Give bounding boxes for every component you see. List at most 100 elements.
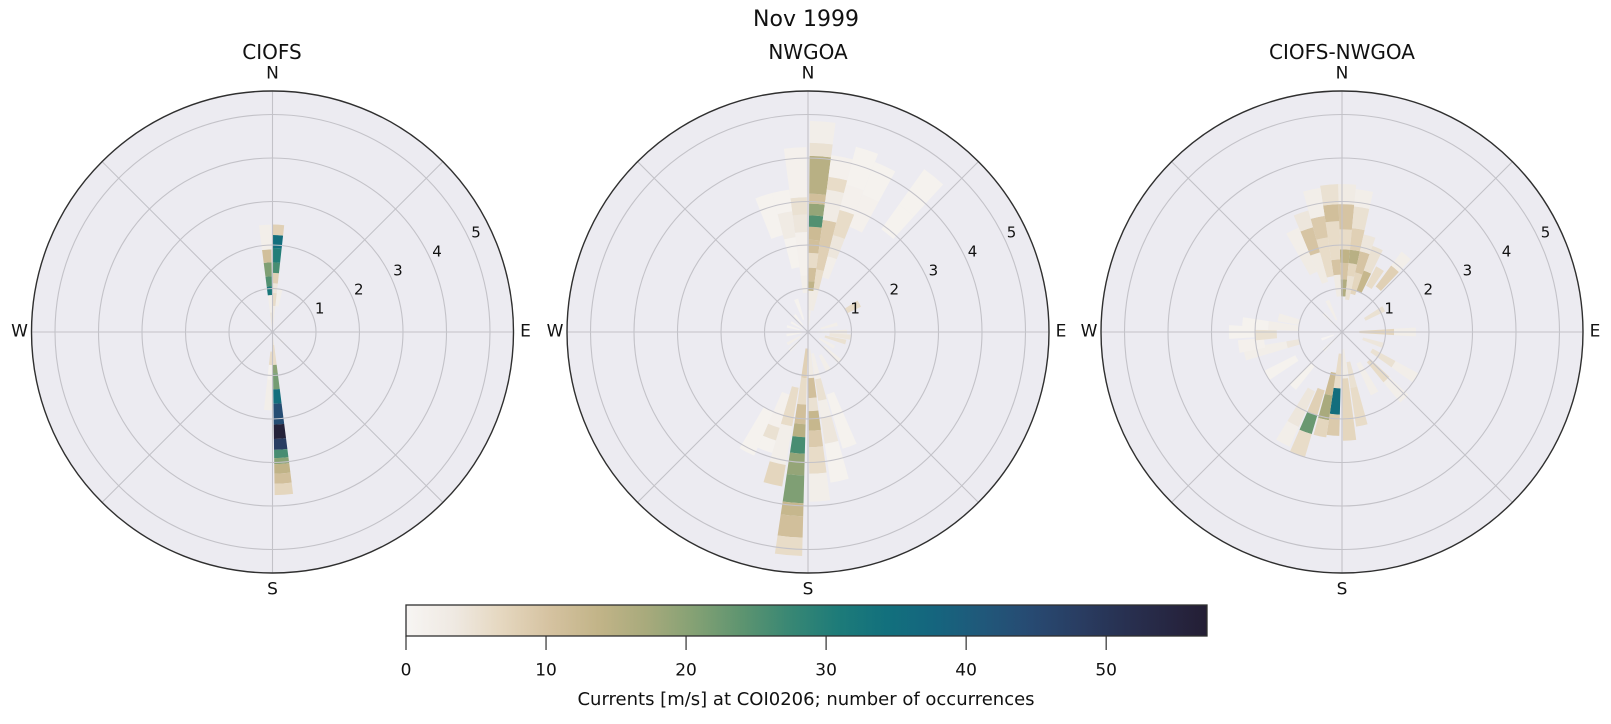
rose-segment: [1324, 371, 1336, 396]
rose-segment: [270, 312, 273, 332]
rose-segment: [1339, 249, 1350, 264]
rose-segment: [1237, 338, 1266, 353]
rose-segment: [809, 203, 825, 217]
rose-segment: [783, 147, 807, 199]
rose-segment: [809, 121, 836, 145]
polar-grid-spoke: [1171, 161, 1343, 333]
rose-segment: [272, 262, 281, 274]
rose-segment: [272, 272, 279, 284]
rose-segment: [1339, 229, 1352, 250]
rose-segment: [1366, 266, 1384, 289]
rose-segment: [846, 146, 879, 191]
rose-segment: [769, 423, 793, 466]
polar-grid-spoke: [1171, 331, 1343, 503]
rose-segment: [790, 197, 807, 216]
rose-segment: [1300, 227, 1320, 256]
rose-segment: [772, 189, 793, 215]
rose-segment: [818, 337, 836, 349]
rose-segment: [268, 351, 273, 366]
rose-segment: [811, 352, 821, 380]
rose-segment: [272, 248, 282, 263]
polar-plot-nwgoa: [566, 90, 1050, 574]
rose-segment: [808, 310, 811, 332]
rose-segment: [1356, 270, 1372, 294]
rose-segment: [272, 305, 276, 332]
rose-segment: [1325, 299, 1338, 321]
rose-segment: [273, 372, 280, 390]
polar-grid-spoke: [101, 331, 273, 503]
rose-segment: [813, 269, 824, 290]
rose-segment: [1329, 387, 1341, 415]
rose-segment: [1299, 411, 1318, 435]
rose-segment: [763, 461, 786, 487]
rose-segment: [768, 391, 790, 428]
rose-segment: [898, 169, 944, 217]
rose-segment: [272, 344, 277, 366]
rose-segment: [274, 448, 289, 459]
rose-segment: [809, 472, 831, 502]
rose-segment: [1355, 251, 1370, 275]
polar-grid-spoke: [807, 331, 979, 503]
polar-grid-spoke: [1341, 161, 1513, 333]
rose-segment: [272, 292, 277, 307]
rose-segment: [786, 325, 800, 331]
rose-segment: [1264, 355, 1299, 381]
rose-segment: [822, 345, 842, 364]
rose-segment: [822, 189, 844, 223]
colorbar-gradient: [405, 604, 1208, 637]
rose-segment: [808, 226, 822, 241]
rose-segment: [808, 349, 815, 379]
rose-segment: [263, 262, 272, 277]
rose-segment: [849, 194, 879, 233]
rose-segment: [774, 535, 803, 556]
polar-spine: [1100, 90, 1584, 574]
rose-segment: [808, 239, 821, 254]
rose-segment: [1370, 348, 1396, 368]
rose-segment: [1383, 376, 1409, 403]
rose-segment: [808, 429, 824, 448]
rose-segment: [809, 193, 827, 205]
rose-segment: [826, 391, 857, 449]
rose-segment: [786, 332, 802, 337]
polar-grid-spoke: [807, 161, 979, 333]
polar-grid-spoke: [272, 331, 444, 503]
rose-segment: [1342, 378, 1357, 441]
rose-segment: [1331, 259, 1341, 276]
rose-segment: [274, 472, 292, 484]
rose-segment: [272, 224, 285, 236]
rose-segment: [755, 193, 783, 239]
rose-segment: [801, 348, 808, 379]
rose-segment: [1338, 204, 1355, 230]
rose-segment: [1366, 358, 1390, 383]
rose-segment: [797, 377, 807, 405]
polar-plot-ciofs-nwgoa: [1100, 90, 1584, 574]
polar-grid-spoke: [272, 161, 444, 333]
rose-segment: [1333, 274, 1342, 297]
rose-segment: [1313, 417, 1329, 438]
rose-segment: [792, 423, 806, 438]
rose-segment: [822, 256, 837, 280]
rose-segment: [808, 267, 817, 282]
rose-segment: [275, 288, 283, 307]
rose-segment: [272, 364, 278, 374]
polar-grid-spoke: [1341, 331, 1513, 503]
rose-segment: [820, 415, 839, 444]
rose-segment: [262, 249, 272, 263]
rose-segment: [273, 423, 287, 440]
rose-segment: [808, 252, 819, 269]
rose-segment: [780, 501, 804, 517]
rose-segment: [777, 514, 804, 538]
rose-segment: [1299, 251, 1318, 276]
rose-segment: [1286, 227, 1309, 257]
rose-segment: [272, 234, 284, 249]
rose-segment: [1338, 184, 1357, 205]
rose-segment: [1359, 234, 1376, 255]
rose-segment: [1286, 339, 1301, 349]
rose-segment: [809, 142, 833, 158]
rose-segment: [762, 423, 780, 441]
rose-segment: [794, 231, 808, 276]
rose-segment: [1391, 361, 1419, 383]
rose-segment: [258, 224, 272, 251]
rose-segment: [1277, 313, 1301, 325]
rose-segment: [782, 473, 805, 504]
